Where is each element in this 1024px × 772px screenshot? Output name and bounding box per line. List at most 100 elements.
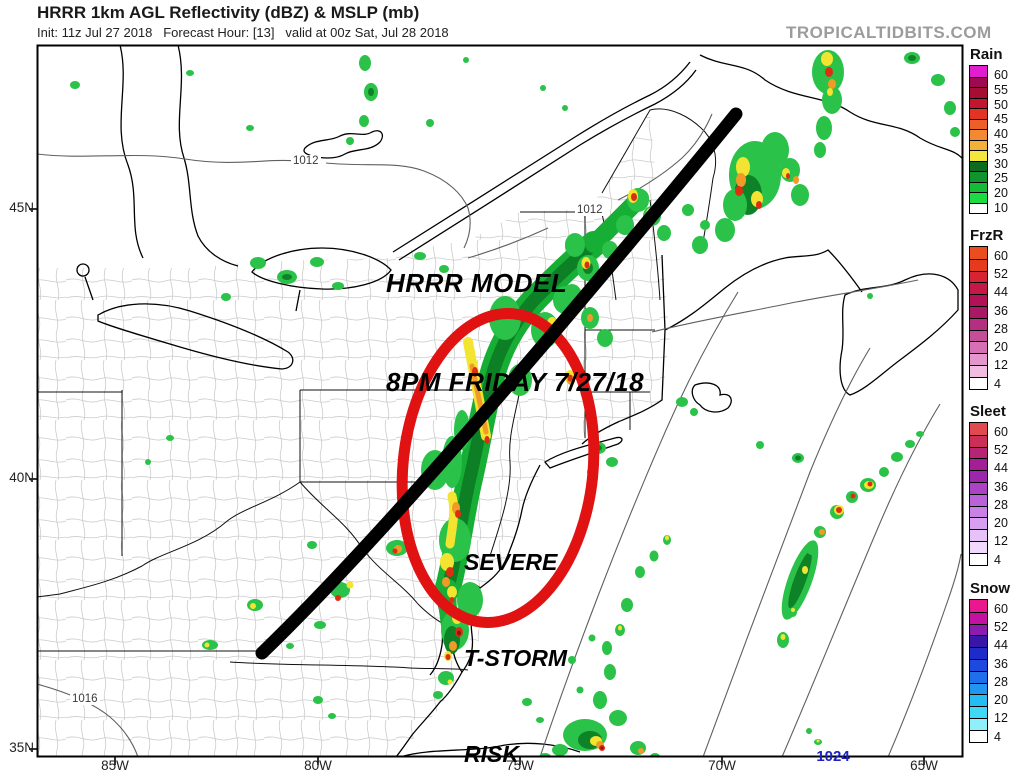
legend-segment	[970, 317, 987, 330]
pressure-label-1016: 1016	[70, 693, 100, 705]
risk-annotation: SEVERE T-STORM RISK	[464, 482, 567, 772]
risk-ellipse	[396, 308, 600, 628]
legend-label: 52	[994, 620, 1008, 635]
legend-label: 4	[994, 552, 1001, 567]
legend-segment	[970, 376, 987, 389]
legend-label: 25	[994, 171, 1008, 186]
legend-label: 20	[994, 693, 1008, 708]
legend-title: Sleet	[970, 403, 1006, 420]
legend-segment	[970, 294, 987, 306]
legend-label: 40	[994, 127, 1008, 142]
lon-tick-65w: 65W	[910, 758, 938, 772]
legend-segment	[970, 623, 987, 636]
legend-label: 12	[994, 358, 1008, 373]
legend-label: 28	[994, 321, 1008, 336]
legend-snow: Snow 60 52 44 36 28 20 12 4	[969, 580, 1024, 744]
pressure-label-1012-west: 1012	[291, 155, 321, 167]
legend-segment	[970, 706, 987, 718]
legend-segment	[970, 192, 987, 203]
legend-segment	[970, 66, 987, 77]
legend-segment	[970, 160, 987, 171]
legend-segment	[970, 434, 987, 447]
lakes	[76, 46, 392, 370]
legend-title: Rain	[970, 46, 1003, 63]
legend-segment	[970, 446, 987, 459]
legend-colorbar: 60 52 44 36 28 20 12 4	[969, 599, 1008, 744]
legend-segment	[970, 717, 987, 730]
mslp-contours	[38, 113, 962, 756]
legend-label: 12	[994, 711, 1008, 726]
legend-label: 60	[994, 249, 1008, 263]
legend-colorbar: 60 52 44 36 28 20 12 4	[969, 246, 1008, 391]
legend-segment	[970, 353, 987, 365]
pressure-label-1012-east: 1012	[575, 204, 605, 216]
legend-label: 12	[994, 534, 1008, 549]
lat-tick-45n: 45N	[9, 200, 34, 215]
legend-label: 36	[994, 479, 1008, 494]
legend-segment	[970, 305, 987, 318]
legend-frzr: FrzR 60 52 44 36 28 20 12 4	[969, 227, 1024, 391]
legend-label: 45	[994, 112, 1008, 127]
legend-label: 55	[994, 82, 1008, 97]
risk-annotation-line3: RISK	[464, 741, 519, 767]
legend-segment	[970, 481, 987, 494]
legend-segment	[970, 470, 987, 482]
legend-segment	[970, 329, 987, 342]
legend-colorbar: 60 55 50 45 40 35 30 25 20 10	[969, 65, 1008, 215]
legend-segment	[970, 139, 987, 150]
high-pressure-value: 1024	[816, 748, 850, 765]
legend-label: 20	[994, 340, 1008, 355]
legend-label: 44	[994, 285, 1008, 300]
lon-tick-80w: 80W	[304, 758, 332, 772]
legend-label: 36	[994, 303, 1008, 318]
map-title: HRRR 1km AGL Reflectivity (dBZ) & MSLP (…	[37, 3, 420, 22]
legend-label: 20	[994, 516, 1008, 531]
legend-segment	[970, 529, 987, 541]
legend-segment	[970, 108, 987, 119]
legend-segment	[970, 270, 987, 283]
legend-colorbar: 60 52 44 36 28 20 12 4	[969, 422, 1008, 567]
legend-segment	[970, 118, 987, 129]
legend-segment	[970, 129, 987, 140]
lon-tick-85w: 85W	[101, 758, 129, 772]
legend-title: Snow	[970, 580, 1010, 597]
map-border	[36, 44, 964, 758]
legend-segment	[970, 282, 987, 295]
model-annotation-line2: 8PM FRIDAY 7/27/18	[386, 367, 645, 397]
lat-tick-35n: 35N	[9, 740, 34, 755]
legend-segment	[970, 258, 987, 271]
legend-segment	[970, 540, 987, 553]
legend-label: 30	[994, 156, 1008, 171]
high-pressure-marker: 1024 H	[806, 719, 860, 772]
legend-segment	[970, 150, 987, 161]
legend-segment	[970, 341, 987, 354]
legend-label: 60	[994, 425, 1008, 439]
legend-label: 28	[994, 497, 1008, 512]
legend-segment	[970, 364, 987, 377]
legend-label: 35	[994, 141, 1008, 156]
legend-label: 28	[994, 674, 1008, 689]
legend-segment	[970, 635, 987, 648]
legend-label: 52	[994, 443, 1008, 458]
legend-segment	[970, 694, 987, 707]
st-lawrence-river	[392, 61, 697, 261]
lon-tick-75w: 75W	[506, 758, 534, 772]
legend-segment	[970, 729, 987, 742]
front-line	[255, 107, 743, 660]
legend-label: 4	[994, 729, 1001, 744]
legend-label: 4	[994, 376, 1001, 391]
legend-segment	[970, 171, 987, 182]
legend-label: 44	[994, 461, 1008, 476]
legend-segment	[970, 670, 987, 683]
legend-segment	[970, 458, 987, 471]
legend-segment	[970, 517, 987, 530]
legend-segment	[970, 181, 987, 192]
axis-ticks	[29, 208, 925, 765]
legend-label: 50	[994, 97, 1008, 112]
legend-segment	[970, 76, 987, 87]
legend-label: 20	[994, 186, 1008, 201]
lon-tick-70w: 70W	[708, 758, 736, 772]
legend-label: 60	[994, 602, 1008, 616]
